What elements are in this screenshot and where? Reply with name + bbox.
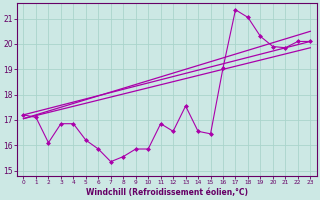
X-axis label: Windchill (Refroidissement éolien,°C): Windchill (Refroidissement éolien,°C): [86, 188, 248, 197]
